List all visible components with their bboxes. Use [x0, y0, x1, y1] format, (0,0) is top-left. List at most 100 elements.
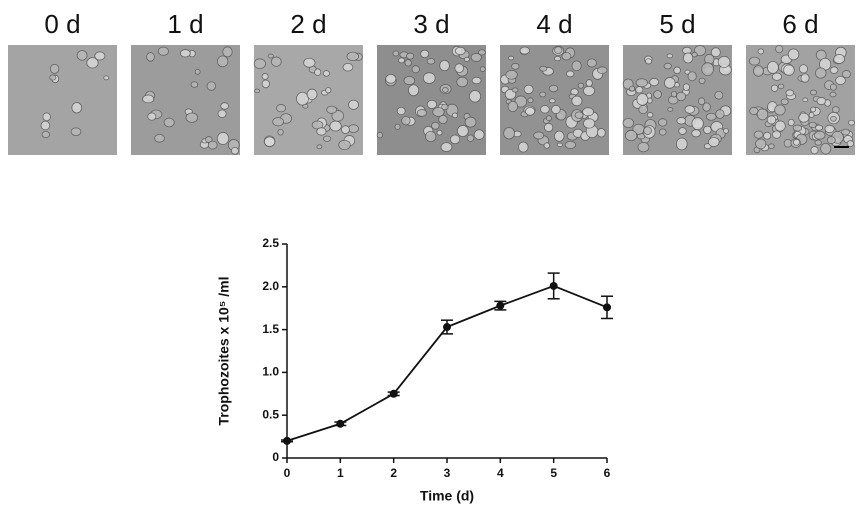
- cell: [348, 124, 359, 134]
- cell: [306, 88, 318, 100]
- cell: [519, 46, 531, 55]
- cell: [426, 58, 436, 65]
- cell: [571, 95, 583, 107]
- micrograph: [622, 45, 732, 155]
- cell: [554, 55, 562, 62]
- cell: [752, 65, 764, 77]
- cell: [682, 83, 690, 91]
- cell: [473, 129, 485, 140]
- cell: [322, 70, 331, 77]
- micrograph: [746, 44, 855, 155]
- cell: [780, 98, 789, 106]
- cell: [691, 129, 701, 138]
- cell: [216, 132, 230, 145]
- panel-label: 6 d: [782, 9, 818, 39]
- cell: [456, 125, 469, 137]
- cell: [468, 90, 482, 103]
- cell: [596, 128, 606, 138]
- cell: [385, 73, 397, 84]
- cell: [206, 81, 217, 91]
- data-point: [283, 436, 291, 445]
- cell: [441, 103, 449, 111]
- cell: [814, 139, 822, 146]
- panel-label: 1 d: [167, 9, 203, 39]
- cell: [326, 105, 338, 114]
- cell: [554, 46, 563, 55]
- cell: [346, 51, 359, 62]
- cell: [829, 91, 837, 98]
- cell: [676, 91, 687, 102]
- data-point: [336, 419, 345, 428]
- cell: [194, 68, 201, 75]
- cell: [622, 118, 635, 129]
- cell: [463, 56, 470, 62]
- x-tick-label: 1: [337, 466, 344, 480]
- cell: [775, 44, 784, 54]
- cell: [42, 112, 51, 122]
- cell: [833, 54, 846, 64]
- cell: [544, 122, 554, 133]
- cell: [705, 112, 717, 121]
- cell: [261, 79, 270, 89]
- cell: [809, 89, 818, 96]
- cell: [624, 129, 638, 142]
- cell: [664, 77, 676, 89]
- cell: [454, 63, 464, 74]
- cell: [432, 107, 445, 117]
- cell: [403, 76, 416, 85]
- cell: [703, 125, 712, 135]
- cell: [329, 120, 342, 132]
- cell: [666, 53, 674, 59]
- cell: [556, 142, 563, 148]
- cell: [511, 62, 520, 70]
- cell: [658, 128, 667, 136]
- cell: [748, 56, 761, 66]
- cell: [420, 49, 430, 59]
- cell: [646, 112, 654, 118]
- cell: [230, 146, 239, 155]
- cell: [454, 46, 466, 56]
- cell: [783, 64, 795, 76]
- cell: [142, 94, 155, 104]
- panel-label: 3 d: [413, 9, 449, 39]
- cell: [771, 72, 783, 81]
- cell: [220, 102, 229, 110]
- cell: [636, 93, 649, 106]
- cell: [586, 58, 597, 68]
- data-line: [286, 284, 608, 442]
- cell: [810, 146, 819, 155]
- cell: [808, 121, 817, 128]
- cell: [667, 107, 674, 112]
- cell: [449, 134, 461, 145]
- cell: [774, 120, 786, 132]
- cell: [466, 134, 475, 142]
- cell: [766, 61, 779, 74]
- cell: [596, 66, 608, 74]
- cell: [813, 131, 826, 140]
- cell: [392, 50, 400, 57]
- cell: [451, 112, 459, 119]
- y-axis-title: Trophozoites x 10⁵ /ml: [216, 277, 232, 426]
- x-axis-title: Time (d): [420, 488, 474, 504]
- cell: [302, 103, 309, 109]
- cell: [792, 124, 803, 132]
- cell: [527, 97, 534, 104]
- cell: [479, 66, 486, 72]
- cell: [272, 117, 285, 127]
- cell: [768, 143, 775, 149]
- cell: [325, 87, 332, 94]
- cell: [846, 140, 855, 148]
- cell: [507, 100, 519, 112]
- cell: [770, 84, 779, 92]
- cell: [179, 49, 191, 58]
- data-point: [603, 303, 611, 312]
- cell: [702, 102, 711, 112]
- cell: [376, 131, 383, 139]
- cell: [787, 48, 800, 61]
- cell: [331, 110, 345, 122]
- cell: [561, 52, 572, 61]
- cell: [820, 143, 832, 155]
- cell: [49, 74, 57, 81]
- cell: [518, 141, 529, 153]
- cell: [723, 127, 729, 134]
